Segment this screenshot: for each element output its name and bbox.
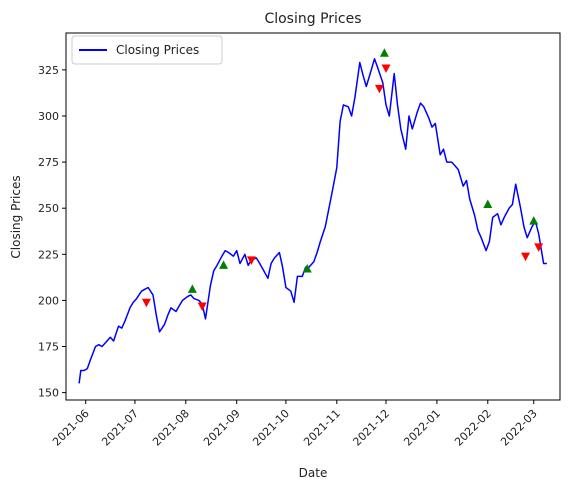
y-tick-label: 300 (38, 110, 59, 123)
buy-signal-marker (379, 48, 389, 57)
x-tick-label: 2021-11 (301, 407, 343, 449)
x-tick-label: 2021-07 (99, 407, 141, 449)
x-tick-label: 2022-03 (498, 407, 540, 449)
y-axis: 150 175 200 225 250 275 300 325 (38, 64, 66, 400)
buy-signal-marker (483, 199, 493, 209)
buy-signal-marker (302, 264, 312, 273)
x-axis: 2021-06 2021-07 2021-08 2021-09 2021-10 2021-… (50, 400, 540, 449)
buy-signal-marker (187, 284, 197, 293)
legend-label: Closing Prices (116, 43, 199, 57)
x-tick-label: 2021-06 (50, 407, 92, 449)
y-tick-label: 225 (38, 248, 59, 261)
x-tick-label: 2021-08 (150, 407, 192, 449)
x-axis-label: Date (299, 466, 328, 480)
y-tick-label: 150 (38, 387, 59, 400)
plot-frame (65, 32, 561, 401)
buy-signal-marker (529, 216, 539, 225)
y-tick-label: 275 (38, 156, 59, 169)
x-tick-label: 2022-02 (452, 407, 494, 449)
sell-signal-marker (374, 84, 384, 94)
signal-markers (141, 48, 544, 311)
x-tick-label: 2021-09 (201, 407, 243, 449)
sell-signal-marker (381, 64, 391, 74)
plot-area (78, 48, 547, 384)
y-tick-label: 250 (38, 202, 59, 215)
x-tick-label: 2021-12 (350, 407, 392, 449)
x-tick-label: 2021-10 (250, 407, 292, 449)
legend-box (71, 35, 223, 65)
y-tick-label: 325 (38, 64, 59, 77)
series-layer (78, 58, 547, 384)
sell-signal-marker (246, 256, 256, 265)
sell-signal-marker (197, 302, 207, 311)
y-tick-label: 200 (38, 294, 59, 307)
x-tick-label: 2022-01 (401, 407, 443, 449)
sell-signal-marker (141, 298, 151, 308)
y-axis-label: Closing Prices (9, 175, 23, 258)
legend: Closing Prices (71, 35, 223, 65)
buy-signal-marker (219, 260, 229, 269)
y-tick-label: 175 (38, 341, 59, 354)
chart-title: Closing Prices (264, 11, 361, 27)
sell-signal-marker (521, 252, 531, 262)
sell-signal-marker (534, 243, 544, 252)
series-line (78, 58, 547, 384)
